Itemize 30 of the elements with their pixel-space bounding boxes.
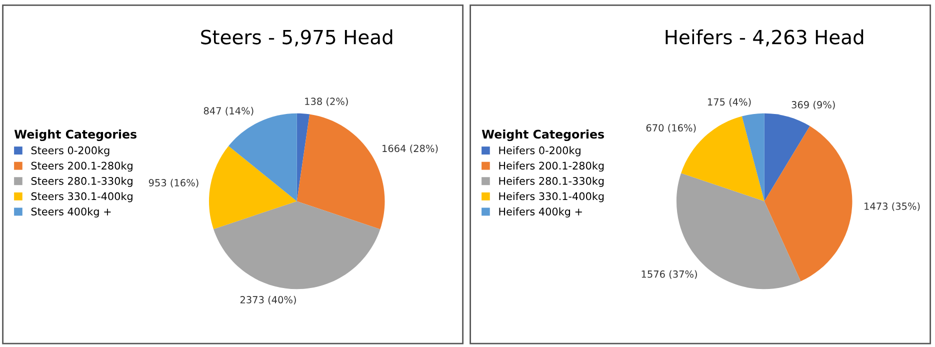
data-label: 953 (16%) xyxy=(148,178,198,188)
legend-label: Steers 330.1-400kg xyxy=(31,192,132,202)
legend-label: Heifers 0-200kg xyxy=(499,146,580,156)
data-label: 138 (2%) xyxy=(305,98,348,106)
data-label: 670 (16%) xyxy=(646,124,696,133)
pie-slice xyxy=(764,126,852,282)
pie-slice xyxy=(764,113,810,202)
legend-label: Steers 280.1-330kg xyxy=(31,176,132,187)
legend-label: Steers 400kg + xyxy=(31,207,111,218)
legend-label: Heifers 400kg + xyxy=(499,207,582,218)
data-label: 847 (14%) xyxy=(204,106,254,116)
legend-title: Weight Categories xyxy=(14,130,136,142)
legend-label: Heifers 200.1-280kg xyxy=(499,162,604,172)
data-label: 175 (4%) xyxy=(708,98,751,107)
pie-slice xyxy=(296,113,310,202)
legend-label: Heifers 280.1-330kg xyxy=(499,176,604,187)
data-label: 369 (9%) xyxy=(792,100,835,110)
legend-title: Weight Categories xyxy=(482,130,604,142)
pie-slice xyxy=(213,201,380,290)
data-label: 2373 (40%) xyxy=(240,296,296,305)
data-label: 1664 (28%) xyxy=(382,144,438,154)
legend-label: Heifers 330.1-400kg xyxy=(499,192,604,202)
chart-title: Steers - 5,975 Head xyxy=(201,29,392,46)
pie-slice xyxy=(208,146,297,230)
pie-slice xyxy=(742,113,764,202)
data-label: 1576 (37%) xyxy=(642,270,697,279)
legend-label: Steers 200.1-280kg xyxy=(31,162,132,172)
chart-title: Heifers - 4,263 Head xyxy=(666,29,864,46)
data-label: 1473 (35%) xyxy=(864,202,920,212)
legend-label: Steers 0-200kg xyxy=(31,146,110,156)
